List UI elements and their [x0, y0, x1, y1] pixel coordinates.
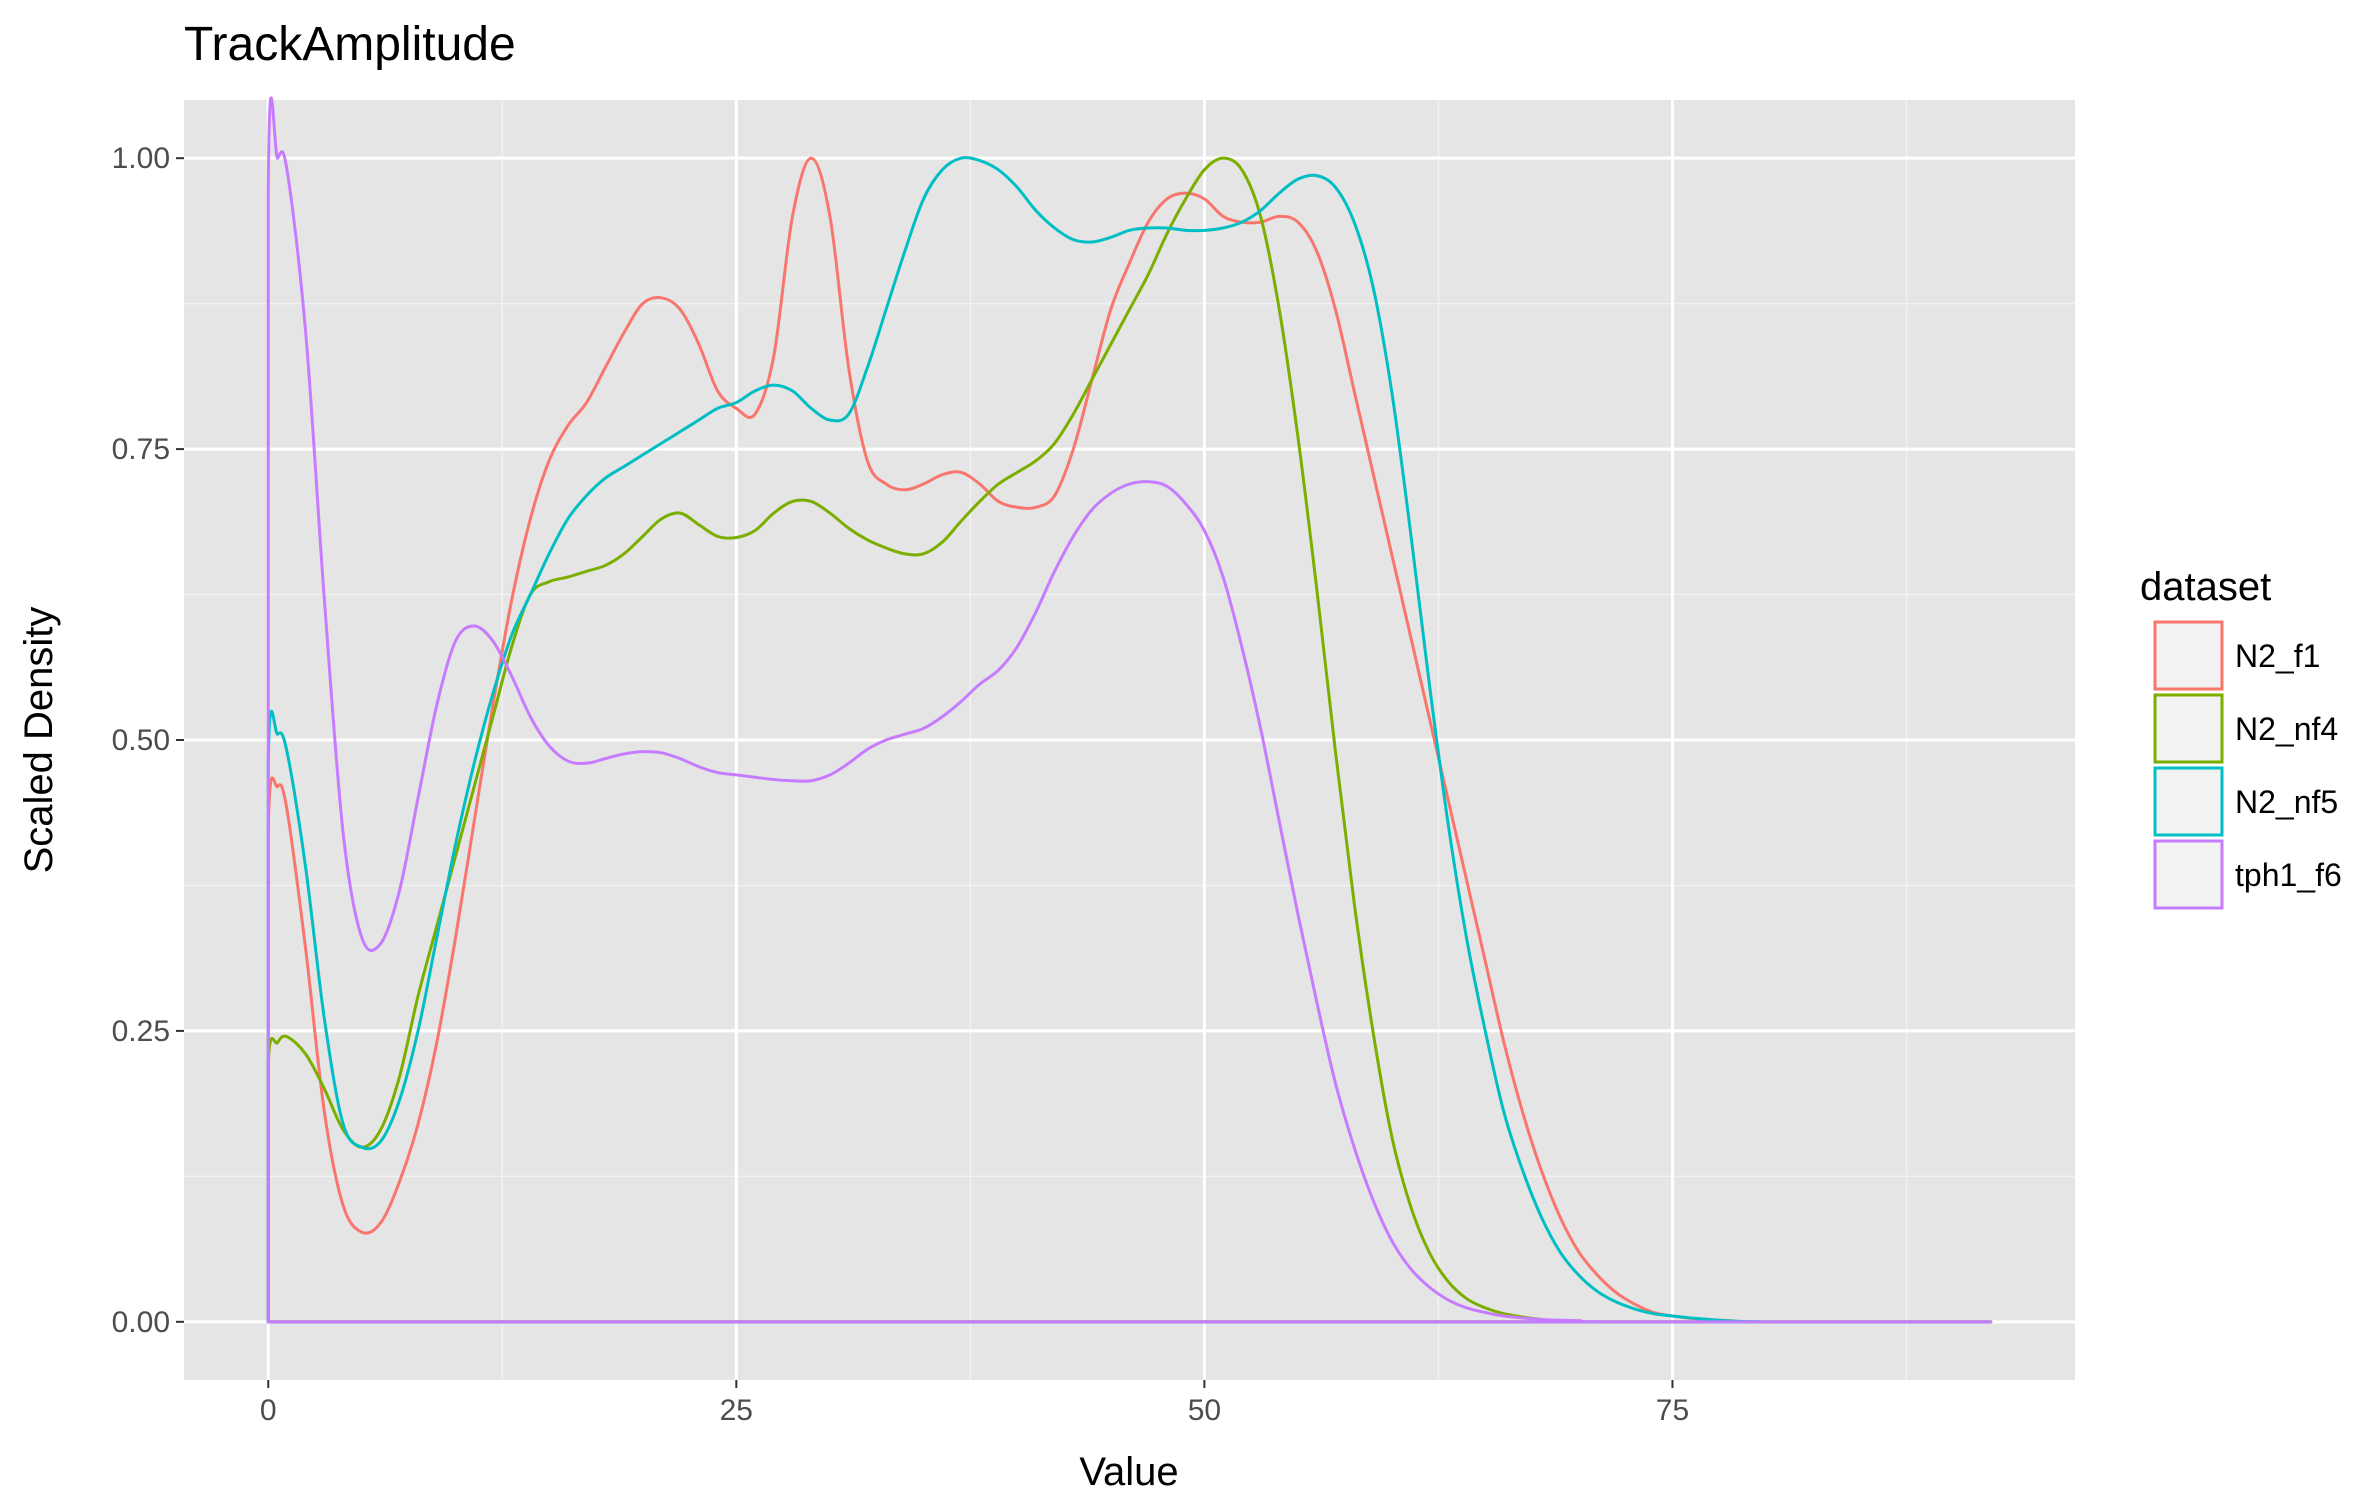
series-layer: [266, 96, 1993, 1324]
legend-key-n2-nf5: [2153, 766, 2224, 837]
legend-label-tph1-f6: tph1_f6: [2235, 857, 2342, 893]
y-tick-label: 0.75: [112, 433, 170, 466]
legend-key-n2-f1: [2153, 620, 2224, 691]
y-tick-label: 0.25: [112, 1015, 170, 1048]
series-line-n2-nf5: [266, 156, 1993, 1324]
legend-label-n2-nf5: N2_nf5: [2235, 784, 2338, 820]
legend-label-n2-f1: N2_f1: [2235, 638, 2320, 674]
y-axis-title: Scaled Density: [17, 607, 61, 874]
legend-key-n2-nf4: [2153, 693, 2224, 764]
legend-key-tph1-f6: [2153, 839, 2224, 910]
x-tick-label: 75: [1656, 1394, 1689, 1427]
series-line-n2-nf4: [266, 156, 1993, 1324]
legend-label-n2-nf4: N2_nf4: [2235, 711, 2338, 747]
x-tick-label: 0: [260, 1394, 277, 1427]
y-tick-label: 0.00: [112, 1306, 170, 1339]
y-tick-label: 0.50: [112, 724, 170, 757]
legend: dataset N2_f1 N2_nf4 N2_nf5 tph1_f6: [2140, 565, 2342, 910]
x-axis-title: Value: [1079, 1450, 1178, 1494]
series-line-n2-f1: [266, 156, 1993, 1324]
x-axis: 0 25 50 75: [260, 1380, 1689, 1427]
chart-title: TrackAmplitude: [184, 18, 516, 71]
series-line-tph1-f6: [266, 96, 1993, 1324]
x-tick-label: 25: [720, 1394, 753, 1427]
y-axis: 0.00 0.25 0.50 0.75 1.00: [112, 142, 184, 1339]
x-tick-label: 50: [1188, 1394, 1221, 1427]
y-tick-label: 1.00: [112, 142, 170, 175]
legend-title: dataset: [2140, 565, 2271, 609]
